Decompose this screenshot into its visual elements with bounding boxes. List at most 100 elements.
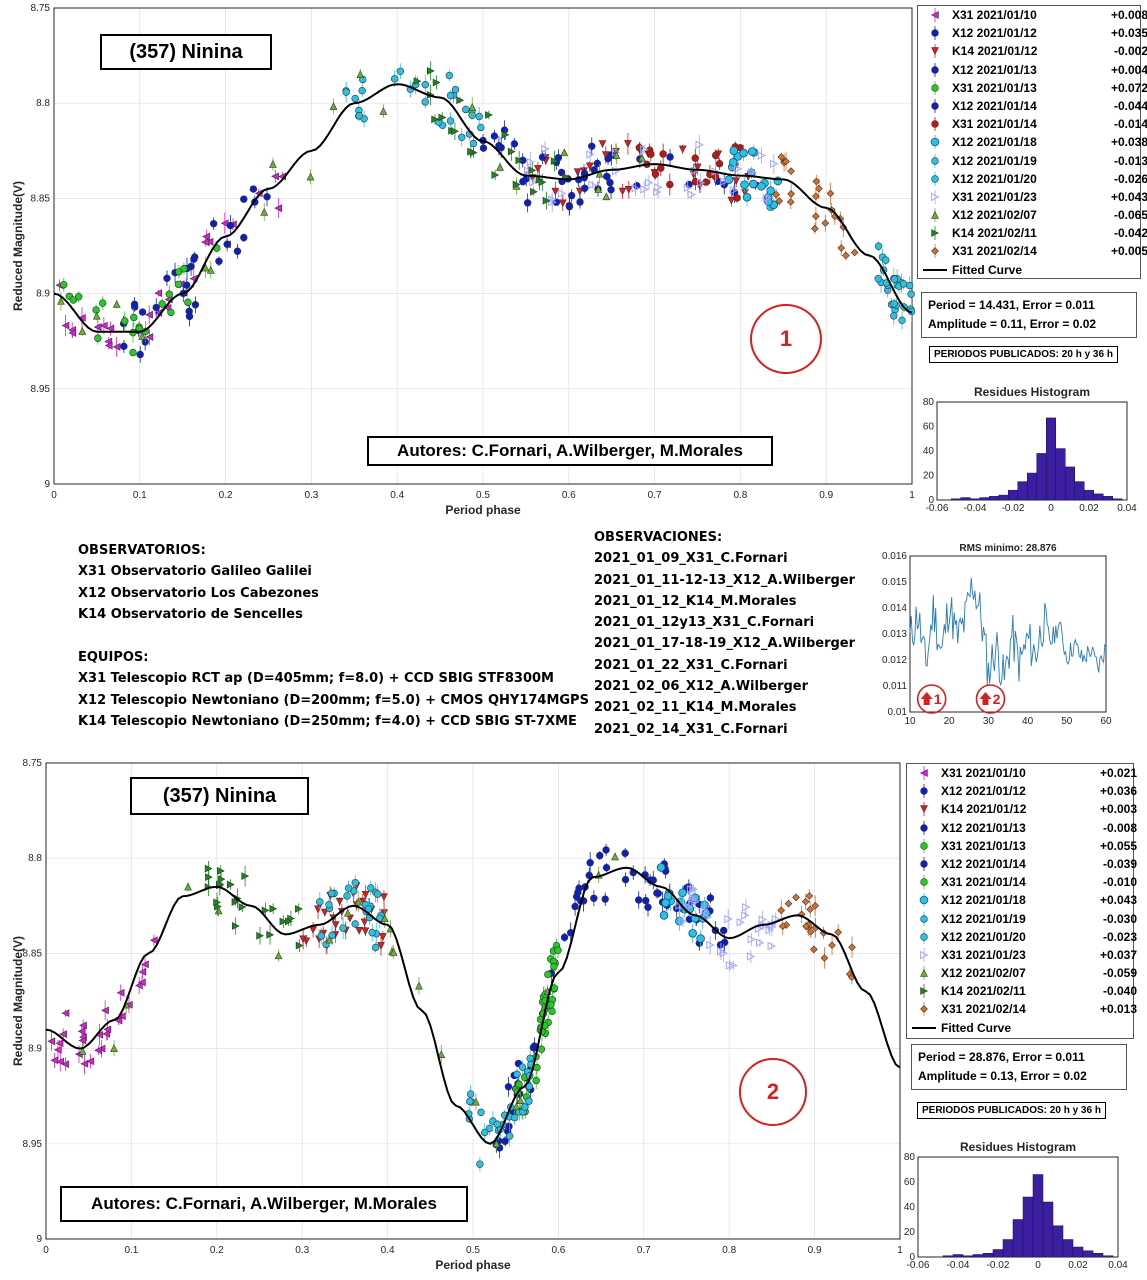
data-point <box>426 67 435 75</box>
data-point <box>361 891 370 899</box>
data-point <box>624 140 632 148</box>
histogram-bar <box>1008 489 1018 501</box>
data-point <box>216 880 225 889</box>
legend-label: K14 2021/02/11 <box>952 226 1037 241</box>
data-point <box>451 127 459 136</box>
legend-entry: X12 2021/02/07-0.05922 <box>907 964 1137 982</box>
data-point <box>396 67 405 75</box>
data-point <box>651 170 660 178</box>
data-point <box>316 898 324 906</box>
legend-label: X31 2021/01/23 <box>952 189 1037 204</box>
data-point <box>806 927 815 936</box>
y-tick-label: 20 <box>904 1227 916 1238</box>
legend-offset: -0.040 <box>1102 984 1137 999</box>
observacion-item: 2021_01_11-12-13_X12_A.Wilberger <box>594 572 856 588</box>
legend-symbol <box>920 802 928 817</box>
observacion-item: 2021_01_22_X31_C.Fornari <box>594 657 788 673</box>
data-point <box>612 151 621 159</box>
observacion-item: 2021_01_17-18-19_X12_A.Wilberger <box>594 636 856 652</box>
data-point <box>238 903 247 911</box>
x-tick-label: 0.04 <box>1108 1260 1128 1271</box>
legend-entry: X31 2021/02/14+0.00523 <box>918 242 1147 260</box>
data-point <box>184 298 192 307</box>
x-axis-label: Period phase <box>445 503 521 517</box>
data-point <box>820 954 829 962</box>
legend-marker <box>931 47 939 56</box>
legend-count: 22 <box>1139 837 1147 855</box>
data-point <box>505 1122 513 1131</box>
y-tick-label: 80 <box>923 397 935 408</box>
data-point <box>78 1036 87 1045</box>
y-tick-label: 0.013 <box>882 629 907 640</box>
data-point <box>380 914 389 923</box>
data-point <box>61 1009 70 1018</box>
data-point <box>371 943 380 952</box>
data-point <box>356 70 365 79</box>
data-point <box>213 898 222 907</box>
legend-count: 19 <box>1139 873 1147 891</box>
data-point <box>93 323 102 331</box>
histogram-bar <box>1093 493 1104 501</box>
legend-entry: X31 2021/01/14-0.01419 <box>918 115 1147 133</box>
legend-symbol <box>920 911 928 926</box>
data-point <box>765 925 774 935</box>
y-tick-label: 0 <box>928 495 934 506</box>
data-point <box>130 313 138 322</box>
data-point <box>538 153 547 161</box>
legend-entry: X31 2021/01/14-0.01019 <box>907 873 1137 891</box>
plot1-title: (357) Ninina <box>100 34 272 70</box>
histogram-bar <box>1084 489 1094 501</box>
data-point <box>184 882 192 891</box>
data-point <box>60 281 68 289</box>
data-point <box>678 888 687 898</box>
observacion-item: 2021_01_12y13_X31_C.Fornari <box>594 615 815 631</box>
data-point <box>317 932 325 940</box>
data-point <box>451 85 460 94</box>
histogram-bar <box>951 498 961 501</box>
legend-entry: K14 2021/01/12-0.00256 <box>918 42 1147 60</box>
data-point <box>716 941 725 949</box>
legend-label: X12 2021/01/20 <box>941 929 1026 944</box>
up-arrow-icon <box>920 692 933 705</box>
x-tick-label: 0.9 <box>808 1245 822 1256</box>
up-arrow-icon <box>979 692 992 705</box>
legend-symbol <box>931 117 939 132</box>
data-point <box>501 130 510 139</box>
legend-count: 56 <box>1139 800 1147 818</box>
data-point <box>390 75 399 83</box>
data-point <box>507 147 516 156</box>
data-point <box>504 1083 513 1091</box>
x-tick-label: 0.3 <box>304 490 318 501</box>
legend-symbol <box>920 966 928 981</box>
data-point <box>696 178 706 187</box>
plot2-amplitude: Amplitude = 0.13, Error = 0.02 <box>918 1069 1087 1083</box>
legend-entry: X12 2021/01/13-0.00826 <box>907 819 1137 837</box>
y-tick-label: 8.85 <box>31 193 51 204</box>
legend-marker <box>920 842 928 850</box>
legend-marker <box>920 805 928 814</box>
data-point <box>360 918 369 927</box>
data-point <box>602 863 611 872</box>
data-point <box>358 86 366 95</box>
data-point <box>131 303 139 311</box>
legend-symbol <box>930 135 940 150</box>
data-point <box>99 299 107 307</box>
data-point <box>421 80 430 89</box>
legend-label: X31 2021/02/14 <box>941 1002 1026 1017</box>
data-point <box>541 144 550 154</box>
y-tick-label: 9 <box>36 1234 42 1245</box>
data-point <box>729 146 739 155</box>
data-point <box>55 1039 64 1048</box>
data-point <box>138 331 146 340</box>
data-point <box>602 192 611 201</box>
x-tick-label: 0.8 <box>733 490 747 501</box>
data-point <box>364 905 373 913</box>
x-tick-label: 0.6 <box>551 1245 565 1256</box>
legend-marker <box>931 210 939 219</box>
data-point <box>256 931 265 940</box>
equipo-x31: X31 Telescopio RCT ap (D=405mm; f=8.0) +… <box>78 671 554 687</box>
legend-count: 31 <box>1139 910 1147 928</box>
data-point <box>523 199 532 207</box>
data-point <box>525 1082 534 1091</box>
data-point <box>295 904 303 913</box>
